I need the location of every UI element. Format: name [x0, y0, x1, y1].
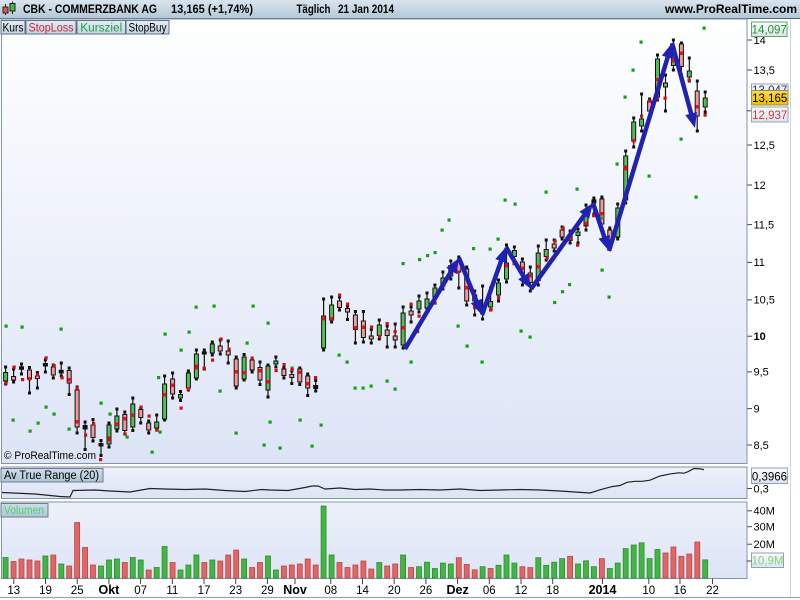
svg-text:11: 11 [754, 257, 765, 269]
svg-text:21 Jan 2014: 21 Jan 2014 [338, 4, 395, 16]
svg-text:06: 06 [483, 585, 496, 597]
svg-text:Volumen: Volumen [4, 505, 44, 517]
svg-text:Kursziel: Kursziel [80, 22, 122, 34]
svg-text:13,165 (+1,74%): 13,165 (+1,74%) [171, 4, 253, 16]
svg-text:14: 14 [356, 585, 369, 597]
svg-text:17: 17 [198, 585, 211, 597]
svg-text:8,5: 8,5 [754, 440, 769, 452]
svg-text:11: 11 [166, 585, 178, 597]
svg-text:13: 13 [7, 585, 20, 597]
svg-text:Okt: Okt [98, 583, 120, 597]
svg-text:StopLoss: StopLoss [29, 22, 74, 34]
svg-text:10: 10 [754, 331, 766, 343]
svg-text:07: 07 [134, 585, 147, 597]
svg-text:20M: 20M [754, 539, 775, 551]
svg-text:Täglich: Täglich [297, 4, 331, 16]
svg-text:Av True Range (20): Av True Range (20) [4, 470, 99, 482]
svg-text:14: 14 [754, 35, 766, 47]
svg-text:13,5: 13,5 [754, 65, 775, 77]
svg-text:12: 12 [515, 585, 528, 597]
svg-text:29: 29 [261, 585, 274, 597]
svg-text:10: 10 [642, 585, 655, 597]
svg-text:20: 20 [388, 585, 401, 597]
svg-text:22: 22 [706, 585, 719, 597]
svg-text:19: 19 [39, 585, 52, 597]
svg-text:9: 9 [754, 403, 760, 415]
svg-text:18: 18 [546, 585, 559, 597]
svg-text:30M: 30M [754, 522, 775, 534]
svg-text:11,5: 11,5 [754, 219, 775, 231]
svg-text:26: 26 [420, 585, 433, 597]
svg-text:© ProRealTime.com: © ProRealTime.com [4, 450, 96, 462]
svg-text:Kurs: Kurs [3, 22, 24, 34]
svg-text:23: 23 [229, 585, 242, 597]
svg-text:CBK - COMMERZBANK AG: CBK - COMMERZBANK AG [23, 2, 157, 16]
svg-text:StopBuy: StopBuy [129, 22, 167, 34]
svg-text:13,165: 13,165 [752, 93, 787, 105]
svg-text:www.ProRealTime.com: www.ProRealTime.com [664, 2, 797, 16]
svg-text:14,097: 14,097 [752, 24, 787, 36]
svg-text:08: 08 [324, 585, 337, 597]
svg-text:0,3966: 0,3966 [752, 471, 787, 483]
svg-text:12,937: 12,937 [752, 110, 787, 122]
svg-text:2014: 2014 [589, 583, 617, 597]
svg-text:0,3: 0,3 [754, 483, 769, 495]
svg-text:12: 12 [754, 180, 766, 192]
svg-text:10,5: 10,5 [754, 295, 775, 307]
svg-text:Dez: Dez [446, 583, 468, 597]
svg-text:10,9M: 10,9M [752, 555, 784, 567]
svg-text:12,5: 12,5 [754, 140, 775, 152]
svg-text:40M: 40M [754, 506, 775, 518]
svg-text:25: 25 [71, 585, 84, 597]
svg-text:Nov: Nov [283, 583, 307, 597]
svg-text:16: 16 [674, 585, 687, 597]
svg-text:9,5: 9,5 [754, 367, 769, 379]
